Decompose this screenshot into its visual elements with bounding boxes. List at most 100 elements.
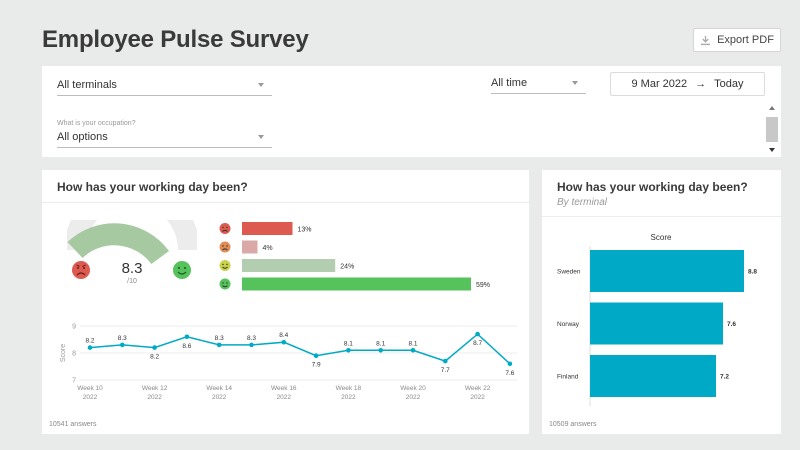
export-pdf-label: Export PDF <box>717 34 774 46</box>
answer-count: 10509 answers <box>549 421 597 428</box>
weekly-score-line-chart: 7 8 9 Score 8.2 8.3 8.2 8.6 8.3 8.3 8.4 7.9 8.1 8.1 8.… <box>60 324 517 401</box>
data-point[interactable] <box>184 334 190 340</box>
y-tick-label: 7 <box>72 378 76 385</box>
score-gauge: 8.3 /10 <box>67 220 197 285</box>
data-point[interactable] <box>410 348 416 353</box>
data-point[interactable] <box>346 348 351 353</box>
y-axis-label: Score <box>60 344 67 362</box>
x-tick-label: Week 20 <box>400 385 426 392</box>
x-tick-label: Week 22 <box>465 385 491 392</box>
category-label: Finland <box>557 374 579 381</box>
very-happy-face-icon <box>219 278 231 290</box>
gauge-max: /10 <box>127 278 137 285</box>
date-from: 9 Mar 2022 <box>631 78 688 90</box>
distribution-bar <box>242 240 258 254</box>
arrow-right-icon: → <box>695 78 707 90</box>
gauge-track <box>67 220 197 251</box>
scrollbar-thumb[interactable] <box>766 117 778 142</box>
terminal-score-card: How has your working day been? By termin… <box>542 170 781 434</box>
terminal-bar <box>590 355 716 397</box>
period-select[interactable]: All time <box>491 72 586 94</box>
chevron-down-icon <box>572 81 578 85</box>
date-to: Today <box>714 78 744 90</box>
terminal-bar-chart: Score Sweden 8.8 Norway 7.6 Finland 7.2 <box>557 233 757 406</box>
distribution-bar <box>242 222 293 235</box>
x-tick-label: Week 12 <box>142 385 168 392</box>
filter-scrollbar[interactable] <box>766 104 778 154</box>
data-label: 7.9 <box>312 362 321 369</box>
x-tick-year: 2022 <box>406 394 421 401</box>
data-label: 8.7 <box>473 340 482 347</box>
data-point[interactable] <box>249 342 254 348</box>
data-point[interactable] <box>87 345 93 350</box>
gauge-score: 8.3 <box>122 260 143 277</box>
data-label: 8.1 <box>376 340 385 347</box>
y-tick-label: 8 <box>72 351 76 358</box>
score-line <box>89 333 511 365</box>
y-tick-label: 9 <box>72 324 76 331</box>
data-point[interactable] <box>216 342 222 348</box>
x-tick-label: Week 18 <box>336 385 362 392</box>
x-tick-year: 2022 <box>212 394 227 401</box>
overall-score-card: How has your working day been? 8.3 /10 1… <box>42 170 529 434</box>
occupation-select[interactable]: What is your occupation? All options <box>57 120 272 148</box>
data-point[interactable] <box>475 331 480 337</box>
distribution-bar <box>242 277 471 291</box>
terminal-bar <box>590 302 723 345</box>
distribution-label: 4% <box>263 245 273 252</box>
gauge-fill <box>67 223 170 265</box>
category-label: Sweden <box>557 269 581 276</box>
data-point[interactable] <box>507 361 513 367</box>
occupation-select-value: All options <box>57 131 108 143</box>
chevron-down-icon <box>258 83 264 87</box>
data-point[interactable] <box>281 339 287 345</box>
happy-face-icon <box>219 260 231 271</box>
data-point[interactable] <box>313 353 319 358</box>
data-point[interactable] <box>152 345 157 350</box>
x-tick-year: 2022 <box>147 394 162 401</box>
page-title: Employee Pulse Survey <box>42 26 309 53</box>
download-icon <box>700 35 711 45</box>
very-unhappy-face-icon <box>72 261 90 279</box>
x-tick-year: 2022 <box>470 394 485 401</box>
card-title: How has your working day been? <box>57 180 248 194</box>
x-tick-label: Week 10 <box>77 385 103 392</box>
data-label: 7.6 <box>505 370 514 377</box>
data-point[interactable] <box>120 342 125 348</box>
scroll-up-icon[interactable] <box>769 106 775 110</box>
data-point[interactable] <box>378 348 384 353</box>
distribution-label: 59% <box>476 282 490 289</box>
distribution-bar <box>242 259 336 272</box>
data-label: 8.1 <box>408 340 417 347</box>
distribution-label: 24% <box>340 264 354 271</box>
answer-distribution-chart: 13% 4% 24% 59% <box>219 222 490 291</box>
very-unhappy-face-icon <box>219 223 231 234</box>
x-tick-label: Week 14 <box>206 385 232 392</box>
x-tick-year: 2022 <box>83 394 98 401</box>
occupation-label: What is your occupation? <box>57 120 136 127</box>
chart-title: Score <box>651 233 672 242</box>
export-pdf-button[interactable]: Export PDF <box>693 28 781 52</box>
terminal-select[interactable]: All terminals <box>57 72 272 96</box>
data-label: 8.2 <box>150 354 159 361</box>
bar-value-label: 8.8 <box>748 269 757 276</box>
scroll-down-icon[interactable] <box>769 148 775 152</box>
very-happy-face-icon <box>173 261 191 279</box>
x-tick-year: 2022 <box>341 394 356 401</box>
data-label: 8.2 <box>85 338 94 345</box>
data-label: 8.1 <box>344 340 353 347</box>
data-point[interactable] <box>443 358 448 364</box>
terminal-bar <box>590 250 744 292</box>
data-label: 7.7 <box>441 367 450 374</box>
terminal-select-value: All terminals <box>57 79 117 91</box>
distribution-label: 13% <box>298 227 312 234</box>
date-range-picker[interactable]: 9 Mar 2022 → Today <box>610 72 765 96</box>
data-label: 8.6 <box>182 343 191 350</box>
data-label: 8.3 <box>247 335 256 342</box>
unhappy-face-icon <box>219 241 231 253</box>
data-label: 8.3 <box>118 335 127 342</box>
category-label: Norway <box>557 321 580 328</box>
answer-count: 10541 answers <box>49 421 97 428</box>
x-tick-label: Week 16 <box>271 385 297 392</box>
x-tick-year: 2022 <box>277 394 292 401</box>
